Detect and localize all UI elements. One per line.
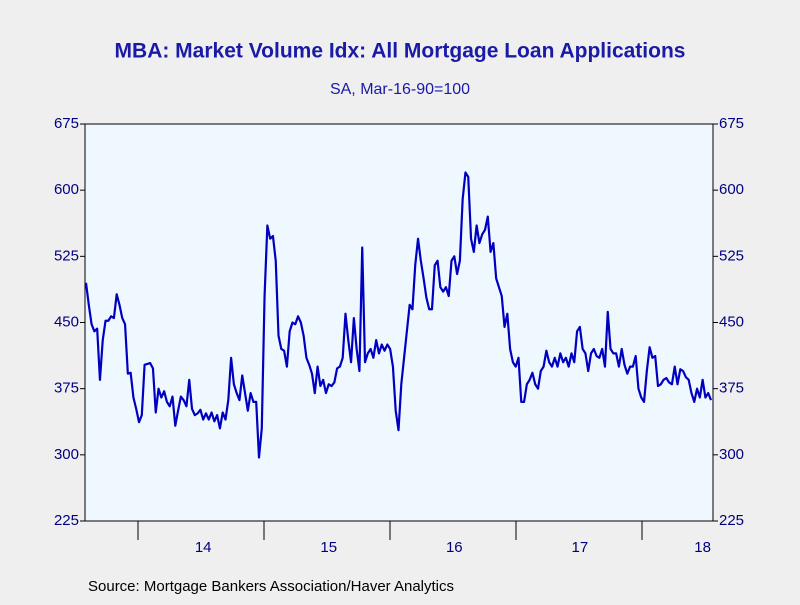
y-tick-label: 225: [54, 512, 79, 529]
y2-tick-label: 450: [719, 313, 744, 330]
y2-tick-label: 525: [719, 247, 744, 264]
source: Source: Mortgage Bankers Association/Hav…: [88, 578, 454, 595]
data-line: [84, 171, 713, 459]
year-ticks: [137, 521, 643, 540]
y2-tick-label: 225: [719, 512, 744, 529]
chart-title: MBA: Market Volume Idx: All Mortgage Loa…: [115, 40, 686, 63]
y-tick-label: 600: [54, 181, 79, 198]
y2-tick-label: 375: [719, 380, 744, 397]
y-tick-label: 525: [54, 247, 79, 264]
x-tick-label: 18: [694, 539, 711, 556]
plot-area: [84, 123, 714, 522]
y-tick-label: 375: [54, 380, 79, 397]
y2-tick-label: 675: [719, 115, 744, 132]
y-tick-label: 675: [54, 115, 79, 132]
x-tick-label: 14: [195, 539, 212, 556]
y-tick-label: 300: [54, 446, 79, 463]
y-tick-label: 450: [54, 313, 79, 330]
x-tick-label: 15: [320, 539, 337, 556]
x-tick-label: 17: [572, 539, 589, 556]
chart-subtitle: SA, Mar-16-90=100: [330, 81, 470, 98]
y2-tick-label: 600: [719, 181, 744, 198]
x-tick-label: 16: [446, 539, 463, 556]
y2-tick-label: 300: [719, 446, 744, 463]
